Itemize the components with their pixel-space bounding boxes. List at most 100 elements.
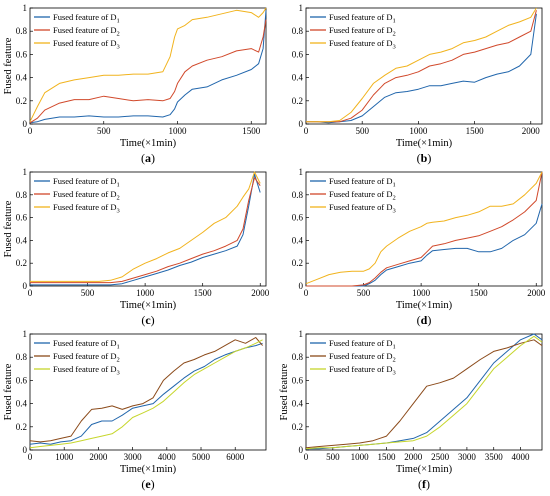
- legend-entry: Fused feature of D3: [53, 38, 120, 51]
- panel-label: (e): [141, 477, 154, 491]
- y-tick-label: 0.6: [16, 375, 28, 385]
- y-tick-label: 0: [299, 445, 304, 455]
- y-tick-label: 0: [23, 119, 28, 129]
- y-tick-label: 0.2: [16, 96, 27, 106]
- x-tick-label: 1000: [136, 288, 155, 298]
- legend-entry: Fused feature of D1: [329, 176, 396, 189]
- x-tick-label: 1000: [169, 126, 188, 136]
- series-line-2: [306, 10, 537, 123]
- x-tick-label: 0: [28, 452, 33, 462]
- y-tick-label: 0.8: [292, 190, 304, 200]
- y-tick-label: 0.2: [292, 258, 303, 268]
- series-line-3: [305, 171, 543, 285]
- y-axis-label: Fused feature: [3, 200, 14, 257]
- x-tick-label: 5000: [192, 452, 211, 462]
- series-line-2: [29, 19, 267, 124]
- series-line-1: [30, 173, 261, 286]
- chart-panel-5: 0 1000 2000 3000 4000 5000 600000.20.40.60.81F…: [3, 329, 267, 491]
- series-line-3: [30, 171, 261, 282]
- series-line-3: [306, 7, 537, 123]
- y-axis-label: Fused feature: [3, 363, 14, 420]
- chart-panel-1: 0 500 1000 1500 0 0.2 0.4 0.6 0.8 1 Fused feature …: [3, 3, 267, 165]
- x-axis-label: Time(×1min): [120, 138, 177, 149]
- x-tick-label: 500: [355, 126, 369, 136]
- x-tick-label: 2000: [89, 452, 108, 462]
- legend-entry: Fused feature of D3: [329, 364, 396, 377]
- plot-frame: [29, 7, 267, 125]
- x-axis-label: Time(×1min): [396, 300, 453, 311]
- y-tick-label: 1: [299, 329, 304, 339]
- x-tick-label: 0: [304, 452, 309, 462]
- panel-label: (b): [417, 151, 432, 165]
- legend-entry: Fused feature of D1: [53, 176, 120, 189]
- y-tick-label: 0.2: [16, 422, 27, 432]
- chart-panel-2: 0 500 1000 1500 2000 0 0.2 0.4 0.6 0.8 1 Fused feat…: [292, 3, 543, 165]
- x-tick-label: 500: [81, 288, 95, 298]
- x-tick-label: 1000: [351, 452, 370, 462]
- y-tick-label: 0: [23, 281, 28, 291]
- x-tick-label: 1500: [466, 126, 485, 136]
- series-line-2: [305, 339, 543, 449]
- x-tick-label: 6000: [226, 452, 245, 462]
- series-line-3: [29, 339, 263, 449]
- x-tick-label: 1500: [242, 126, 261, 136]
- y-tick-label: 0.6: [292, 375, 304, 385]
- legend-entry: Fused feature of D1: [329, 12, 396, 25]
- y-tick-label: 0.8: [16, 26, 28, 36]
- y-tick-label: 0: [299, 119, 304, 129]
- x-tick-label: 3500: [485, 452, 504, 462]
- x-tick-label: 1500: [377, 452, 396, 462]
- legend-entry: Fused feature of D2: [329, 189, 396, 202]
- legend-entry: Fused feature of D3: [53, 202, 120, 215]
- x-tick-label: 0: [28, 126, 33, 136]
- y-tick-label: 0.8: [292, 352, 304, 362]
- y-tick-label: 0.8: [292, 26, 304, 36]
- y-tick-label: 0.4: [16, 235, 28, 245]
- x-tick-label: 3000: [458, 452, 477, 462]
- series-line-2: [29, 337, 263, 443]
- y-tick-label: 0.4: [292, 235, 304, 245]
- x-axis-label: Time(×1min): [396, 138, 453, 149]
- chart-panel-6: 0 500 1000 1500 2000 2500 3000 3500 4000 0 0.2 0.4 0…: [279, 329, 543, 491]
- y-tick-label: 1: [299, 167, 304, 177]
- series-line-1: [29, 10, 267, 124]
- y-tick-label: 0.6: [16, 49, 28, 59]
- x-tick-label: 500: [357, 288, 371, 298]
- x-tick-label: 1500: [194, 288, 213, 298]
- legend-entry: Fused feature of D2: [53, 189, 120, 202]
- x-tick-label: 0: [304, 126, 309, 136]
- panel-label: (a): [141, 151, 155, 165]
- legend-entry: Fused feature of D1: [53, 12, 120, 25]
- series-line-3: [305, 335, 543, 450]
- series-line-1: [29, 342, 263, 445]
- plot-frame: [305, 333, 543, 451]
- chart-panel-3: 0 500 1000 1500 2000 0 0.2 0.4 0.6 0.8 1 Fused feat…: [3, 167, 270, 327]
- y-tick-label: 0.4: [292, 399, 304, 409]
- series-line-3: [29, 7, 267, 122]
- panel-label: (c): [141, 313, 154, 327]
- legend-entry: Fused feature of D1: [329, 338, 396, 351]
- x-tick-label: 1500: [470, 288, 489, 298]
- legend-entry: Fused feature of D2: [329, 351, 396, 364]
- plot-frame: [305, 7, 543, 125]
- x-tick-label: 1000: [55, 452, 74, 462]
- panel-label: (f): [418, 477, 430, 491]
- x-tick-label: 500: [97, 126, 111, 136]
- y-axis-label: Fused feature: [3, 37, 14, 94]
- x-tick-label: 1000: [409, 126, 428, 136]
- plot-frame: [29, 333, 267, 451]
- y-tick-label: 0.8: [16, 190, 28, 200]
- x-tick-label: 2000: [527, 288, 546, 298]
- y-tick-label: 0.2: [16, 258, 27, 268]
- series-line-1: [306, 13, 537, 124]
- y-tick-label: 0.4: [16, 399, 28, 409]
- x-tick-label: 2500: [431, 452, 450, 462]
- y-tick-label: 1: [23, 167, 28, 177]
- x-axis-label: Time(×1min): [120, 464, 177, 475]
- y-tick-label: 0: [299, 281, 304, 291]
